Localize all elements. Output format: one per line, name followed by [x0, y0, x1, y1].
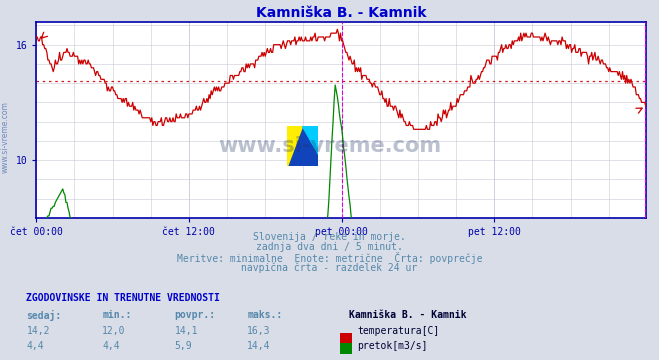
Text: Kamniška B. - Kamnik: Kamniška B. - Kamnik — [349, 310, 467, 320]
Text: sedaj:: sedaj: — [26, 310, 61, 321]
Text: 5,9: 5,9 — [175, 341, 192, 351]
Text: povpr.:: povpr.: — [175, 310, 215, 320]
Title: Kamniška B. - Kamnik: Kamniška B. - Kamnik — [256, 6, 426, 21]
Text: 16,3: 16,3 — [247, 326, 271, 336]
Text: www.si-vreme.com: www.si-vreme.com — [218, 136, 441, 156]
Polygon shape — [302, 126, 318, 154]
Polygon shape — [287, 126, 302, 166]
Text: 4,4: 4,4 — [102, 341, 120, 351]
Text: 4,4: 4,4 — [26, 341, 44, 351]
Text: ZGODOVINSKE IN TRENUTNE VREDNOSTI: ZGODOVINSKE IN TRENUTNE VREDNOSTI — [26, 293, 220, 303]
Text: Slovenija / reke in morje.: Slovenija / reke in morje. — [253, 232, 406, 242]
Text: www.si-vreme.com: www.si-vreme.com — [1, 101, 10, 173]
Text: Meritve: minimalne  Enote: metrične  Črta: povprečje: Meritve: minimalne Enote: metrične Črta:… — [177, 252, 482, 264]
Text: 14,1: 14,1 — [175, 326, 198, 336]
Text: 14,4: 14,4 — [247, 341, 271, 351]
Text: 12,0: 12,0 — [102, 326, 126, 336]
Text: min.:: min.: — [102, 310, 132, 320]
Text: navpična črta - razdelek 24 ur: navpična črta - razdelek 24 ur — [241, 262, 418, 273]
Text: temperatura[C]: temperatura[C] — [357, 326, 440, 336]
Text: pretok[m3/s]: pretok[m3/s] — [357, 341, 428, 351]
Text: zadnja dva dni / 5 minut.: zadnja dva dni / 5 minut. — [256, 242, 403, 252]
Text: 14,2: 14,2 — [26, 326, 50, 336]
Text: maks.:: maks.: — [247, 310, 282, 320]
Polygon shape — [287, 126, 318, 166]
